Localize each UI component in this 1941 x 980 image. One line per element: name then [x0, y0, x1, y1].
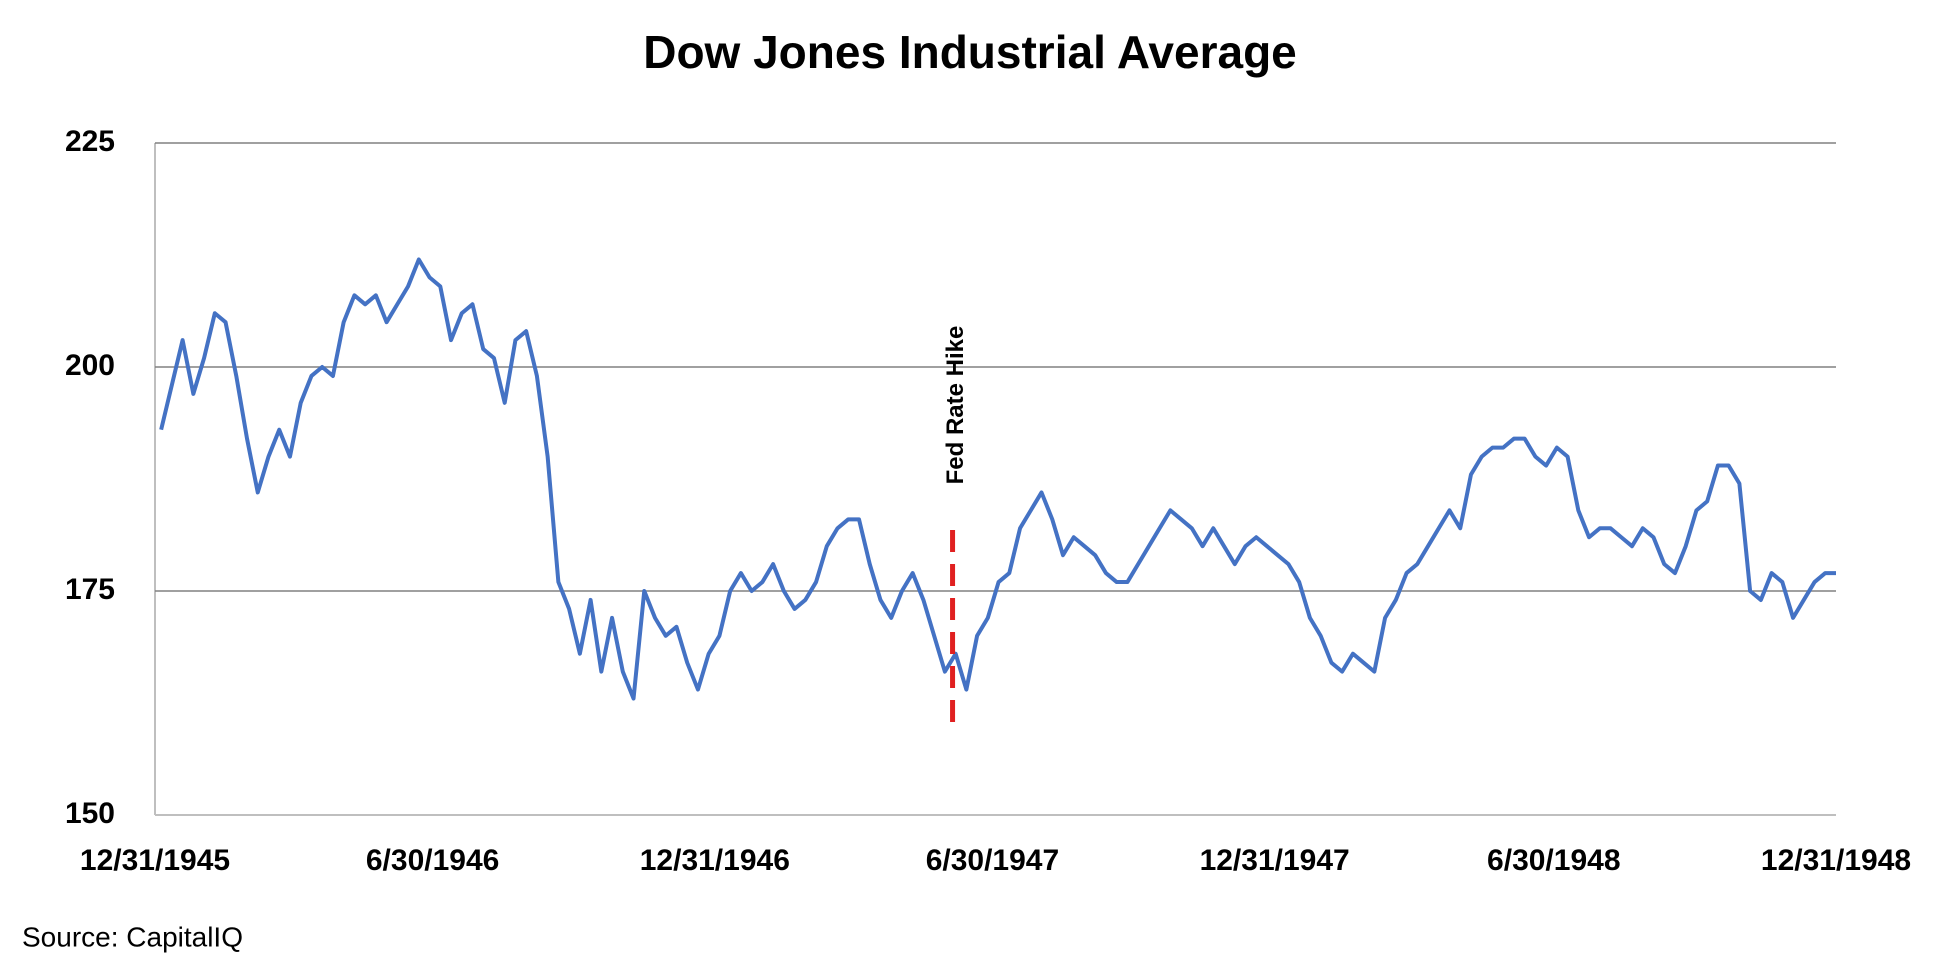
- x-tick-label: 6/30/1947: [926, 844, 1059, 877]
- price-line: [159, 257, 1836, 701]
- x-tick-label: 6/30/1946: [366, 844, 499, 877]
- source-note: Source: CapitalIQ: [22, 921, 243, 952]
- x-tick-label: 12/31/1947: [1200, 844, 1350, 877]
- x-tick-label: 12/31/1948: [1761, 844, 1911, 877]
- annotation-label: Fed Rate Hike: [942, 326, 969, 485]
- y-tick-label: 225: [65, 125, 115, 158]
- x-tick-label: 12/31/1945: [80, 844, 230, 877]
- y-tick-label: 175: [65, 573, 115, 606]
- chart-title: Dow Jones Industrial Average: [643, 26, 1297, 78]
- y-tick-label: 200: [65, 349, 115, 382]
- y-tick-label: 150: [65, 797, 115, 830]
- x-tick-label: 12/31/1946: [640, 844, 790, 877]
- x-tick-label: 6/30/1948: [1487, 844, 1620, 877]
